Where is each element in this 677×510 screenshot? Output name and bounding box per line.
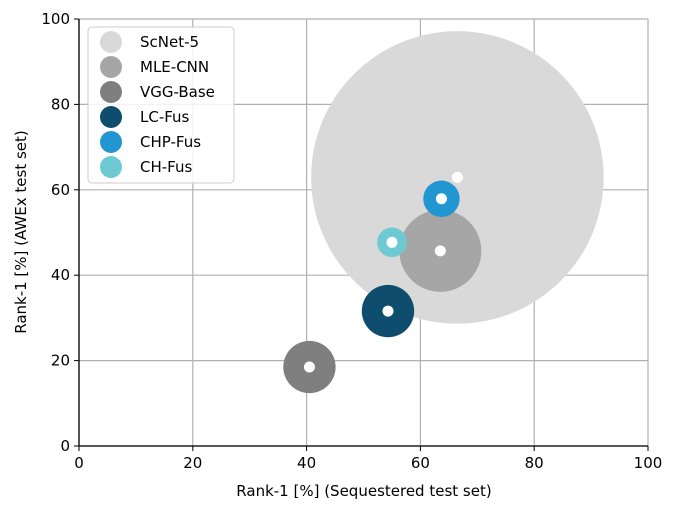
x-tick-label: 20 <box>183 454 202 472</box>
point-lc-fus <box>382 305 394 317</box>
y-tick-label: 60 <box>51 181 70 199</box>
x-axis-label: Rank-1 [%] (Sequestered test set) <box>236 482 491 500</box>
legend-marker-vgg-base <box>100 81 122 103</box>
bubbles <box>283 31 604 394</box>
legend-marker-mle-cnn <box>100 56 122 78</box>
y-axis-label: Rank-1 [%] (AWEx test set) <box>12 130 30 334</box>
x-tick-label: 60 <box>411 454 430 472</box>
x-tick-label: 0 <box>74 454 84 472</box>
legend-marker-lc-fus <box>100 106 122 128</box>
legend-label-chp-fus: CHP-Fus <box>140 133 201 151</box>
legend-marker-scnet-5 <box>100 31 122 53</box>
x-tick-label: 40 <box>297 454 316 472</box>
legend-label-lc-fus: LC-Fus <box>140 108 190 126</box>
y-tick-label: 0 <box>60 437 70 455</box>
y-tick-label: 40 <box>51 266 70 284</box>
y-tick-label: 20 <box>51 352 70 370</box>
legend-label-mle-cnn: MLE-CNN <box>140 58 209 76</box>
legend-label-vgg-base: VGG-Base <box>140 83 215 101</box>
legend-marker-chp-fus <box>100 131 122 153</box>
legend-marker-ch-fus <box>100 156 122 178</box>
legend-label-scnet-5: ScNet-5 <box>140 33 199 51</box>
point-ch-fus <box>386 236 398 248</box>
point-chp-fus <box>435 193 447 205</box>
legend-box <box>87 26 235 184</box>
x-tick-label: 80 <box>525 454 544 472</box>
ticks: 0 20 40 60 80 100 0 20 40 60 80 100 <box>41 10 662 472</box>
point-mle-cnn <box>434 245 446 257</box>
legend-label-ch-fus: CH-Fus <box>140 158 192 176</box>
x-tick-label: 100 <box>634 454 663 472</box>
point-scnet-5 <box>451 171 463 183</box>
axes <box>78 19 648 447</box>
legend: ScNet-5 MLE-CNN VGG-Base LC-Fus CHP-Fus CH-Fu… <box>87 26 235 184</box>
y-tick-label: 100 <box>41 10 70 28</box>
y-tick-label: 80 <box>51 95 70 113</box>
point-vgg-base <box>303 361 315 373</box>
